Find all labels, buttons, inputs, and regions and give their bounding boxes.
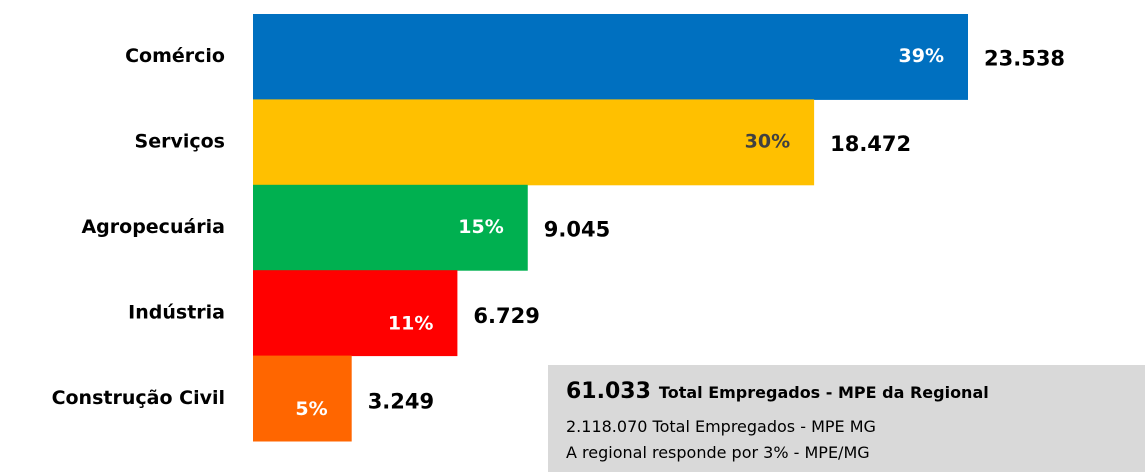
share-label: 5%	[295, 398, 327, 420]
bar	[253, 184, 528, 271]
annotation-text: 61.033 Total Empregados - MPE da Regional	[566, 379, 989, 404]
bar	[253, 270, 458, 357]
bar	[253, 14, 968, 100]
value-label: 23.538	[984, 47, 1065, 71]
value-label: 3.249	[368, 389, 434, 413]
category-label: Indústria	[128, 301, 225, 323]
value-label: 18.472	[830, 132, 911, 156]
value-label: 9.045	[544, 218, 610, 242]
bar	[253, 355, 352, 442]
bar	[253, 99, 815, 186]
annotation-box	[548, 365, 1145, 472]
share-label: 15%	[458, 216, 503, 238]
share-label: 11%	[388, 312, 433, 334]
share-label: 30%	[745, 131, 790, 153]
category-label: Serviços	[135, 131, 225, 153]
annotation-total: 61.033	[566, 379, 651, 404]
share-label: 39%	[899, 45, 944, 67]
category-label: Agropecuária	[81, 216, 225, 238]
category-label: Construção Civil	[52, 387, 225, 409]
annotation-total-label: Total Empregados - MPE da Regional	[659, 383, 989, 402]
annotation-line: A regional responde por 3% - MPE/MG	[566, 443, 870, 462]
value-label: 6.729	[473, 304, 539, 328]
annotation-line: 2.118.070 Total Empregados - MPE MG	[566, 417, 876, 436]
category-label: Comércio	[125, 45, 225, 67]
